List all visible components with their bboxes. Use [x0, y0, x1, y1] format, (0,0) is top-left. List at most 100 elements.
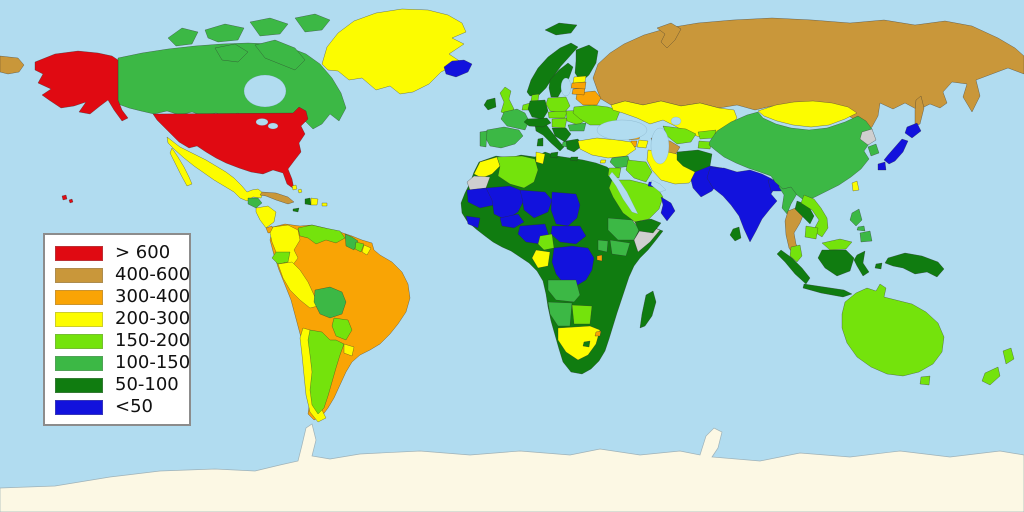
- region-malaysia: [789, 238, 853, 263]
- region-svalbard: [544, 22, 578, 36]
- region-yemen: [634, 218, 662, 234]
- region-iceland: [443, 59, 473, 78]
- region-antarctica: [0, 423, 1024, 512]
- great-lakes-west: [255, 118, 269, 126]
- region-greenland: [321, 8, 467, 95]
- legend-label: 150-200: [115, 330, 191, 351]
- region-vietnam: [800, 194, 829, 238]
- region-india: [706, 167, 778, 243]
- legend-label: 200-300: [115, 308, 191, 329]
- black-sea: [596, 119, 648, 141]
- legend-swatch: [55, 399, 103, 415]
- region-angola: [547, 279, 581, 303]
- region-tasmania: [919, 375, 931, 386]
- region-turkey: [577, 137, 637, 159]
- region-niger: [519, 189, 553, 219]
- legend-swatch: [55, 267, 103, 283]
- region-burkina-faso: [499, 213, 525, 229]
- region-norway: [526, 42, 579, 97]
- region-dominican-republic: [310, 197, 319, 206]
- region-uruguay: [343, 343, 355, 357]
- region-japan: [877, 122, 922, 171]
- region-hawaii: [61, 194, 74, 204]
- legend-row: 300-400: [55, 286, 190, 308]
- region-estonia: [572, 75, 587, 84]
- region-mali: [485, 185, 525, 221]
- region-cambodia: [804, 225, 819, 240]
- region-guinea: [465, 215, 481, 229]
- region-novaya-zemlya: [656, 22, 682, 49]
- region-finland: [574, 44, 599, 83]
- region-iraq: [625, 159, 653, 183]
- region-sri-lanka: [729, 226, 742, 242]
- region-denmark: [530, 93, 540, 102]
- region-greece: [565, 138, 583, 162]
- region-swaziland: [594, 330, 602, 337]
- region-french-guiana: [361, 244, 372, 256]
- region-argentina: [307, 329, 345, 415]
- region-arctic-islands: [167, 13, 331, 71]
- region-balkans: [551, 127, 572, 143]
- region-australia: [841, 283, 945, 377]
- legend-swatch: [55, 355, 103, 371]
- legend-label: 400-600: [115, 264, 191, 285]
- region-botswana: [571, 304, 593, 325]
- region-italy: [534, 122, 565, 159]
- aral-sea: [670, 116, 682, 126]
- legend-swatch: [55, 333, 103, 349]
- great-lakes-east: [267, 122, 279, 130]
- caspian-sea: [650, 127, 670, 165]
- region-honduras-nicaragua: [255, 205, 277, 229]
- region-bolivia: [313, 286, 347, 319]
- region-guatemala: [247, 197, 263, 209]
- region-cyprus: [599, 159, 607, 164]
- region-madagascar: [639, 290, 657, 329]
- region-tunisia: [535, 151, 546, 165]
- region-jamaica: [292, 207, 300, 213]
- region-puerto-rico: [321, 202, 328, 207]
- region-drc: [551, 245, 595, 287]
- region-new-guinea: [884, 252, 945, 278]
- region-cameroon: [537, 233, 555, 251]
- persian-gulf: [650, 179, 667, 193]
- region-uganda: [597, 239, 609, 253]
- region-hungary-croatia: [551, 117, 568, 129]
- baltic-sea: [560, 77, 572, 97]
- region-china: [708, 111, 873, 202]
- region-algeria: [496, 155, 539, 189]
- region-south-korea: [867, 143, 880, 157]
- region-namibia: [547, 301, 573, 327]
- region-cuba: [259, 191, 295, 205]
- legend-label: 300-400: [115, 286, 191, 307]
- region-ireland: [483, 97, 497, 111]
- legend-row: > 600: [55, 242, 181, 264]
- region-france: [500, 108, 530, 131]
- region-suriname: [354, 241, 365, 253]
- region-mongolia: [757, 100, 858, 128]
- legend-row: <50: [55, 396, 181, 418]
- region-sakhalin: [914, 95, 925, 127]
- region-venezuela: [297, 224, 346, 245]
- region-syria: [609, 155, 632, 169]
- region-north-korea: [859, 128, 877, 146]
- legend-row: 400-600: [55, 264, 190, 286]
- legend-row: 200-300: [55, 308, 190, 330]
- region-taiwan: [851, 180, 860, 192]
- region-chukotka-west: [0, 55, 25, 75]
- legend-row: 150-200: [55, 330, 190, 352]
- legend-swatch: [55, 289, 103, 305]
- region-bahamas: [291, 184, 303, 194]
- legend-swatch: [55, 377, 103, 393]
- legend-label: 50-100: [115, 374, 179, 395]
- region-portugal: [479, 130, 488, 148]
- region-haiti: [304, 197, 312, 206]
- region-mexico: [166, 136, 264, 202]
- legend-swatch: [55, 245, 103, 261]
- region-colombia: [269, 224, 301, 267]
- legend-label: > 600: [115, 242, 171, 263]
- region-ecuador: [271, 251, 291, 265]
- region-gabon-congo: [531, 249, 551, 269]
- region-new-zealand: [981, 347, 1015, 386]
